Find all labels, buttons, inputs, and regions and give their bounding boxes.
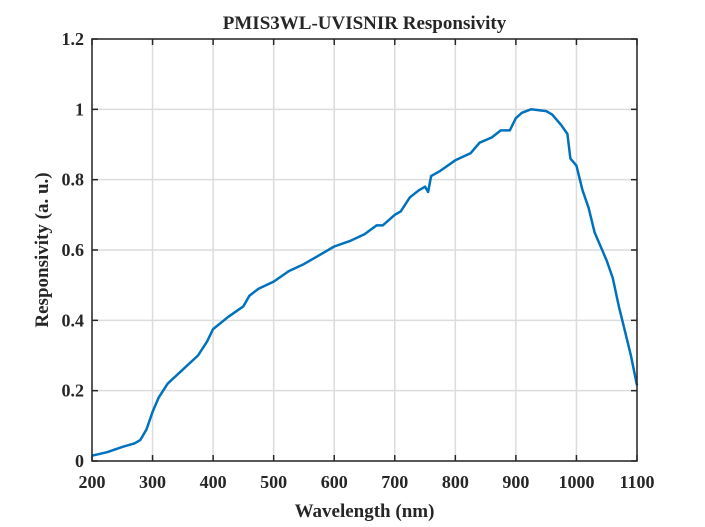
y-tick-label: 1 xyxy=(75,99,84,119)
y-tick-label: 0.4 xyxy=(62,310,85,330)
x-tick-label: 800 xyxy=(442,472,469,492)
x-tick-label: 1100 xyxy=(619,472,654,492)
x-tick-label: 1000 xyxy=(558,472,594,492)
y-tick-label: 0.2 xyxy=(62,381,85,401)
x-tick-label: 700 xyxy=(381,472,408,492)
grid xyxy=(91,38,638,462)
y-tick-label: 1.2 xyxy=(62,29,85,49)
x-tick-label: 600 xyxy=(321,472,348,492)
x-tick-label: 400 xyxy=(200,472,227,492)
ticks: 200 300 400 500 600 700 800 900 1000 1100 0 0.2 0.4 0… xyxy=(62,29,655,492)
x-tick-label: 900 xyxy=(502,472,529,492)
y-tick-label: 0 xyxy=(75,451,84,471)
y-tick-label: 0.6 xyxy=(62,240,85,260)
x-tick-label: 200 xyxy=(79,472,106,492)
x-tick-label: 300 xyxy=(139,472,166,492)
y-axis-label: Responsivity (a. u.) xyxy=(32,172,53,327)
y-tick-label: 0.8 xyxy=(62,170,85,190)
axes-box xyxy=(91,38,638,462)
chart-title: PMIS3WL-UVISNIR Responsivity xyxy=(223,13,507,34)
series-line-responsivity xyxy=(91,108,639,457)
x-axis-label: Wavelength (nm) xyxy=(295,501,435,522)
x-tick-label: 500 xyxy=(260,472,287,492)
